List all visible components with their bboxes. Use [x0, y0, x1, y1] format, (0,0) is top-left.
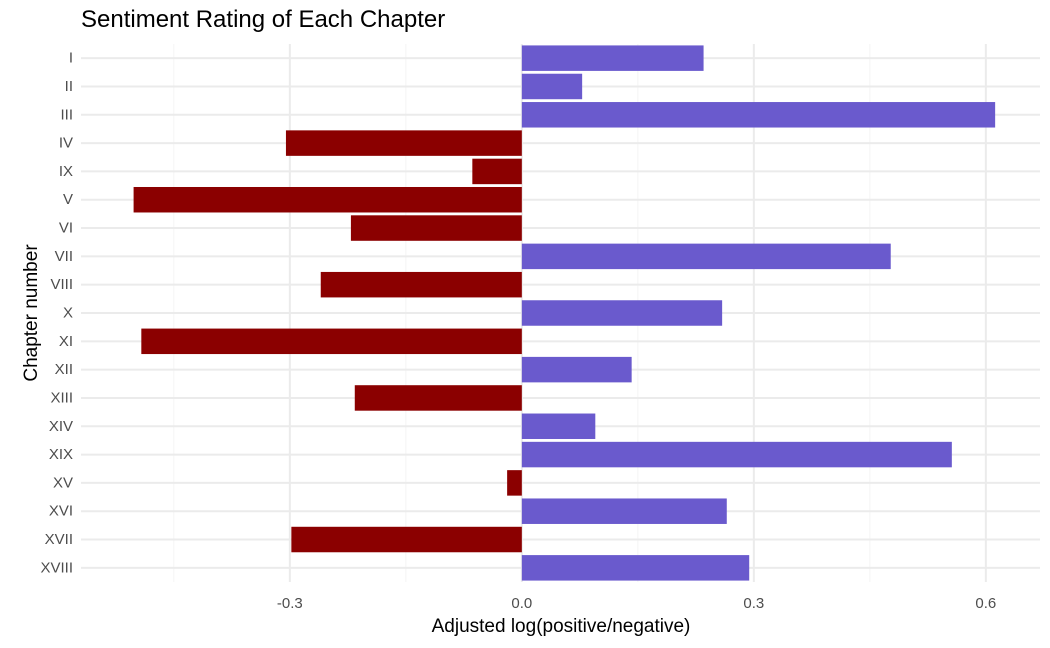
- y-tick-label: IV: [59, 135, 73, 152]
- y-tick-label: XI: [59, 333, 73, 350]
- bar-xvii: [291, 526, 522, 553]
- x-axis-title: Adjusted log(positive/negative): [431, 616, 691, 637]
- bar-x: [521, 300, 723, 326]
- y-tick-label: XVIII: [40, 559, 73, 576]
- y-tick-label: VIII: [50, 276, 73, 293]
- y-tick-label: I: [69, 50, 73, 67]
- y-tick-label: X: [63, 305, 73, 322]
- y-tick-label: XIV: [49, 418, 73, 435]
- x-tick-label: 0.3: [743, 595, 764, 612]
- y-tick-label: III: [60, 106, 73, 123]
- x-tick-label: 0.6: [975, 595, 996, 612]
- y-tick-label: V: [63, 191, 73, 208]
- bar-xvi: [521, 498, 727, 524]
- bar-vii: [521, 243, 891, 270]
- y-tick-label: XIX: [49, 446, 73, 463]
- bar-xviii: [521, 555, 750, 581]
- bar-ii: [521, 73, 583, 100]
- x-tick-label: -0.3: [277, 595, 303, 612]
- bar-iii: [521, 102, 996, 128]
- y-tick-label: XV: [53, 474, 73, 491]
- bar-i: [521, 45, 704, 71]
- y-tick-label: IX: [59, 163, 73, 180]
- x-tick-labels: -0.3 0.0 0.3 0.6: [277, 595, 996, 612]
- bar-xiv: [521, 413, 596, 440]
- y-tick-label: II: [65, 78, 73, 95]
- bar-xiii: [354, 385, 522, 411]
- bar-xi: [141, 328, 522, 355]
- bar-ix: [472, 158, 522, 185]
- bar-xv: [507, 470, 522, 496]
- bar-xix: [521, 441, 952, 468]
- chart-title: Sentiment Rating of Each Chapter: [81, 6, 446, 33]
- x-tick-label: 0.0: [511, 595, 532, 612]
- y-tick-label: VI: [59, 220, 73, 237]
- y-tick-label: VII: [55, 248, 73, 265]
- y-tick-label: XVII: [45, 531, 73, 548]
- bar-iv: [285, 130, 522, 156]
- bar-xii: [521, 356, 632, 383]
- bar-v: [133, 186, 522, 213]
- y-tick-label: XIII: [50, 389, 73, 406]
- bar-viii: [320, 271, 522, 298]
- y-tick-labels: IIIIIIIVIXVVIVIIVIIIXXIXIIXIIIXIVXIXXVXV…: [40, 50, 73, 577]
- y-tick-label: XVI: [49, 503, 73, 520]
- y-tick-label: XII: [55, 361, 73, 378]
- bars: [133, 45, 996, 581]
- bar-vi: [350, 215, 522, 241]
